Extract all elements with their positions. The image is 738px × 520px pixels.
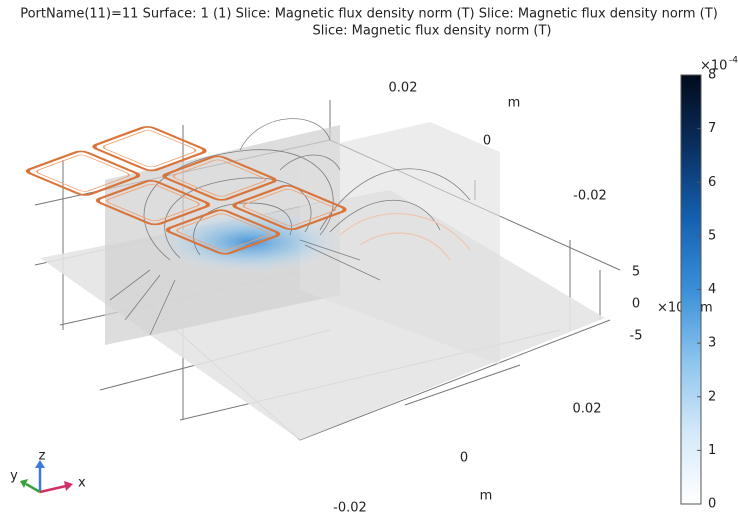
plot-title: PortName(11)=11 Surface: 1 (1) Slice: Ma… bbox=[20, 7, 718, 22]
axis-label: 0.02 bbox=[573, 402, 602, 417]
triad-label: x bbox=[78, 476, 86, 491]
colorbar-tick-label: 6 bbox=[708, 175, 716, 190]
colorbar-tick-label: 3 bbox=[708, 336, 716, 351]
colorbar-tick-label: 0 bbox=[708, 497, 716, 512]
axis-label: 0 bbox=[460, 451, 468, 466]
colorbar-tick-label: 5 bbox=[708, 228, 716, 243]
axis-label: ×10 bbox=[657, 301, 684, 316]
axis-label: m bbox=[700, 301, 713, 316]
colorbar-exponent: -4 bbox=[729, 56, 738, 66]
plot-title: Slice: Magnetic flux density norm (T) bbox=[312, 24, 551, 39]
triad-label: y bbox=[10, 469, 18, 484]
axis-label: -0.02 bbox=[333, 501, 367, 516]
axis-label: 0 bbox=[632, 297, 640, 312]
axis-triad: x y z bbox=[10, 449, 86, 493]
axis-label: -5 bbox=[630, 329, 643, 344]
colorbar-tick-label: 7 bbox=[708, 121, 716, 136]
colorbar-tick-label: 2 bbox=[708, 389, 716, 404]
axis-label: 5 bbox=[632, 265, 640, 280]
axis-label: m bbox=[480, 489, 493, 504]
axis-label: 0 bbox=[483, 134, 491, 149]
axis-label: 0.02 bbox=[389, 81, 418, 96]
colorbar-tick-label: 1 bbox=[708, 443, 716, 458]
screenshot: PortName(11)=11 Surface: 1 (1) Slice: Ma… bbox=[0, 0, 738, 516]
colorbar-tick-label: 8 bbox=[708, 68, 716, 83]
axis-label: -0.02 bbox=[573, 189, 607, 204]
scene-3d bbox=[24, 100, 620, 440]
axis-label: m bbox=[508, 96, 521, 111]
triad-label: z bbox=[39, 449, 46, 464]
colorbar-tick-label: 4 bbox=[708, 282, 716, 297]
